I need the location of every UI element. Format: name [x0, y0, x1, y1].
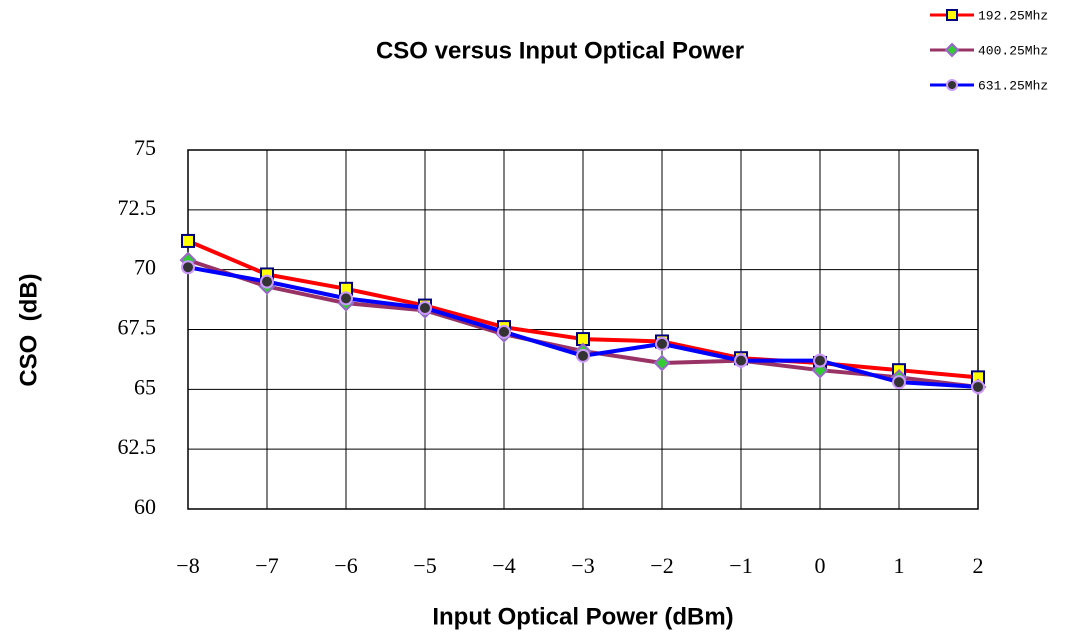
- y-tick-label: 67.5: [118, 315, 157, 340]
- legend-label: 631.25Mhz: [978, 78, 1048, 93]
- marker: [260, 274, 274, 289]
- y-tick-label: 65: [134, 374, 156, 399]
- marker: [497, 324, 511, 339]
- marker: [946, 79, 958, 91]
- x-tick-label: 1: [894, 553, 905, 578]
- y-tick-label: 75: [134, 135, 156, 160]
- x-tick-label: 2: [973, 553, 984, 578]
- marker: [655, 336, 669, 351]
- x-tick-label: −1: [729, 553, 752, 578]
- marker: [734, 353, 748, 368]
- marker: [813, 353, 827, 368]
- x-tick-label: −2: [650, 553, 673, 578]
- marker: [971, 379, 985, 394]
- x-tick-label: −7: [255, 553, 278, 578]
- x-tick-label: 0: [815, 553, 826, 578]
- chart-title: CSO versus Input Optical Power: [376, 37, 744, 64]
- y-tick-label: 70: [134, 255, 156, 280]
- marker: [892, 375, 906, 390]
- x-tick-label: −8: [176, 553, 199, 578]
- marker: [811, 361, 829, 379]
- marker: [946, 9, 958, 21]
- y-tick-label: 72.5: [118, 195, 157, 220]
- marker: [181, 233, 195, 248]
- marker: [418, 300, 432, 315]
- legend-label: 400.25Mhz: [978, 43, 1048, 58]
- marker: [576, 348, 590, 363]
- x-tick-label: −4: [492, 553, 515, 578]
- marker: [181, 260, 195, 275]
- marker: [653, 354, 671, 372]
- plot-frame: [187, 149, 979, 510]
- y-axis-label: CSO (dB): [15, 273, 42, 386]
- marker: [944, 42, 960, 58]
- x-tick-label: −6: [334, 553, 357, 578]
- legend-label: 192.25Mhz: [978, 8, 1048, 23]
- y-tick-label: 62.5: [118, 434, 157, 459]
- x-tick-label: −3: [571, 553, 594, 578]
- marker: [339, 291, 353, 306]
- y-tick-label: 60: [134, 494, 156, 519]
- x-tick-label: −5: [413, 553, 436, 578]
- x-axis-label: Input Optical Power (dBm): [432, 603, 733, 630]
